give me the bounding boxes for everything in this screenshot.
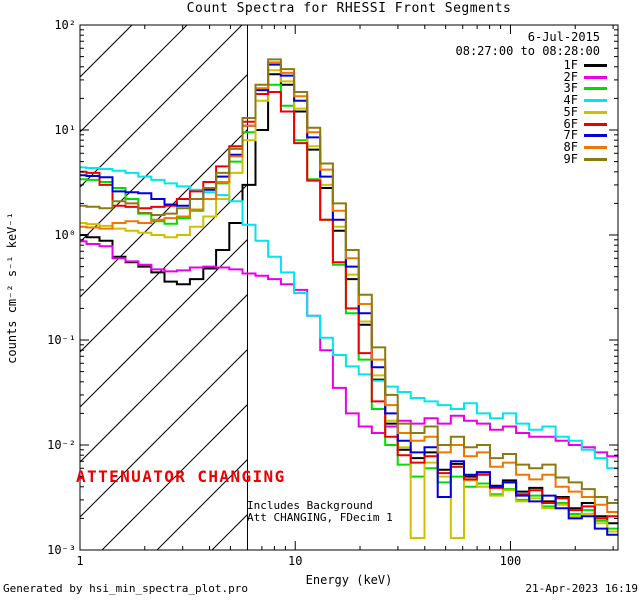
legend-swatch-7F [584,134,607,138]
y-tick-label: 10⁻² [47,438,76,452]
attenuator-changing-label: ATTENUATOR CHANGING [76,467,286,486]
legend-label-8F: 8F [563,139,578,154]
series-6F [80,91,618,520]
att-changing-note: Att CHANGING, FDecim 1 [247,511,393,524]
series-9F [80,58,618,504]
series-2F [80,240,618,458]
series-7F [80,63,618,536]
obs-time-range: 08:27:00 to 08:28:00 [455,44,601,58]
series-3F [80,83,618,530]
y-tick-label: 10⁰ [54,228,76,242]
legend-swatch-9F [584,157,607,161]
x-tick-label: 100 [499,554,522,568]
y-tick-label: 10¹ [54,123,76,137]
axes-frame [79,24,619,551]
legend-label-5F: 5F [563,104,578,119]
y-tick-label: 10⁻¹ [47,333,76,347]
x-axis-label: Energy (keV) [305,573,393,587]
legend-label-4F: 4F [563,93,578,108]
legend-swatch-2F [584,75,607,79]
obs-date: 6-Jul-2015 [527,30,600,44]
y-tick-label: 10⁻³ [47,543,76,557]
legend-swatch-4F [584,99,607,103]
render-timestamp: 21-Apr-2023 16:19 [525,582,638,595]
legend-swatch-1F [584,64,607,67]
legend-swatch-6F [584,122,607,126]
x-tick-label: 1 [76,554,84,568]
y-tick-label: 10² [54,18,76,32]
legend-label-2F: 2F [563,69,578,84]
includes-background-note: Includes Background [247,499,373,512]
legend-swatch-8F [584,145,607,149]
legend-label-3F: 3F [563,81,578,96]
legend-label-9F: 9F [563,151,578,166]
legend-swatch-3F [584,87,607,91]
y-axis-label: counts cm⁻² s⁻¹ keV⁻¹ [5,212,19,364]
hatch-region [80,25,248,550]
x-tick-label: 10 [287,554,303,568]
series-4F [80,166,618,470]
legend-label-6F: 6F [563,116,578,131]
series-8F [80,61,618,513]
legend-label-7F: 7F [563,128,578,143]
series-1F [80,73,618,525]
legend-swatch-5F [584,110,607,114]
chart-title: Count Spectra for RHESSI Front Segments [186,1,512,16]
legend-label-1F: 1F [563,58,578,72]
generated-by-label: Generated by hsi_min_spectra_plot.pro [3,582,249,595]
